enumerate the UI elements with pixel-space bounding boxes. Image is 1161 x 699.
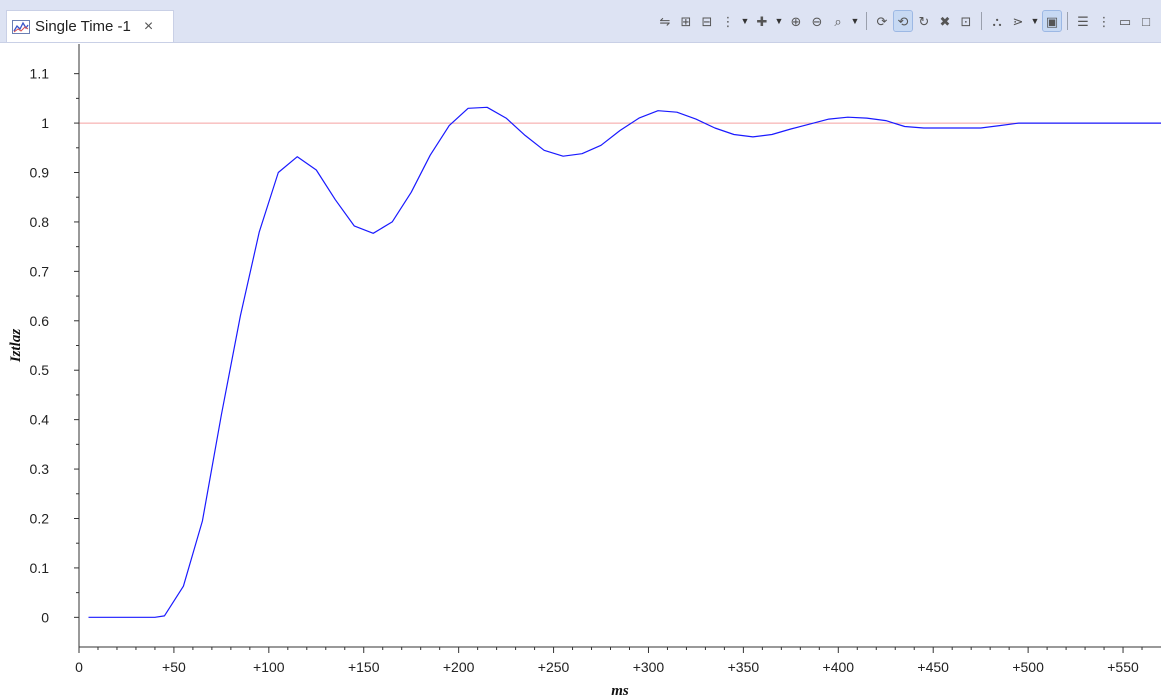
lock-icon[interactable]: ▣ bbox=[1042, 10, 1062, 32]
y-tick-label: 1.1 bbox=[30, 66, 50, 82]
x-tick-label: +200 bbox=[443, 659, 475, 675]
x-tick-label: +300 bbox=[633, 659, 665, 675]
dropdown-arrow-icon[interactable]: ▼ bbox=[1030, 15, 1040, 26]
zoom-in-icon[interactable]: ⊕ bbox=[790, 13, 802, 29]
dropdown-arrow-icon[interactable]: ▼ bbox=[850, 15, 860, 26]
x-tick-label: +50 bbox=[162, 659, 186, 675]
x-tick-label: +150 bbox=[348, 659, 380, 675]
binoculars-icon[interactable]: ⛬ bbox=[992, 13, 1002, 29]
delete-icon[interactable]: ✖ bbox=[939, 13, 951, 29]
x-axis-title: ms bbox=[611, 683, 629, 699]
maximize-icon[interactable]: □ bbox=[1142, 13, 1150, 29]
line-chart[interactable]: 0 0.1 0.2 0.3 0.4 0.5 0.6 0.7 0.8 0.9 1 1.1 0 +50 +100… bbox=[0, 42, 1161, 699]
marker-icon[interactable]: ⋮ bbox=[721, 13, 735, 29]
toolbar-separator bbox=[1067, 12, 1068, 30]
x-tick-label: 0 bbox=[75, 659, 83, 675]
chart-toolbar: ⇋ ⊞ ⊟ ⋮ ▼ ✚ ▼ ⊕ ⊖ ⌕ ▼ ⟳ ⟲ ↻ ✖ ⊡ ⛬ ⋗ ▼ ▣ ☰ ⋮ ▭ □ bbox=[656, 8, 1155, 34]
filter-icon[interactable]: ⋗ bbox=[1012, 13, 1024, 29]
y-tick-label: 1 bbox=[41, 115, 49, 131]
export-icon[interactable]: ⊡ bbox=[960, 13, 972, 29]
x-tick-label: +100 bbox=[253, 659, 285, 675]
add-trace-icon[interactable]: ✚ bbox=[756, 13, 768, 29]
y-tick-label: 0.2 bbox=[30, 510, 50, 526]
y-axis-title: Iztlaz bbox=[8, 329, 24, 364]
y-tick-label: 0.7 bbox=[30, 263, 50, 279]
y-tick-label: 0.5 bbox=[30, 362, 50, 378]
zoom-vertical-icon[interactable]: ⊞ bbox=[680, 13, 692, 29]
zoom-out-icon[interactable]: ⊖ bbox=[811, 13, 823, 29]
y-tick-label: 0.9 bbox=[30, 165, 50, 181]
legend-icon[interactable]: ☰ bbox=[1077, 13, 1089, 29]
y-tick-label: 0.3 bbox=[30, 461, 50, 477]
tab-single-time[interactable]: Single Time -1 × bbox=[6, 10, 174, 42]
dropdown-arrow-icon[interactable]: ▼ bbox=[774, 15, 784, 26]
zoom-horizontal-icon[interactable]: ⊟ bbox=[701, 13, 713, 29]
x-tick-label: +400 bbox=[823, 659, 855, 675]
chart-icon bbox=[12, 19, 30, 34]
refresh-icon[interactable]: ↻ bbox=[918, 13, 930, 29]
minimize-icon[interactable]: ▭ bbox=[1118, 13, 1132, 29]
x-tick-label: +250 bbox=[538, 659, 570, 675]
y-tick-label: 0 bbox=[41, 609, 49, 625]
x-tick-label: +500 bbox=[1012, 659, 1044, 675]
toolbar-separator bbox=[981, 12, 982, 30]
y-tick-label: 0.6 bbox=[30, 313, 50, 329]
auto-scale-icon[interactable]: ⇋ bbox=[659, 13, 671, 29]
x-tick-label: +450 bbox=[917, 659, 949, 675]
y-tick-label: 0.8 bbox=[30, 214, 50, 230]
chart-area: 0 0.1 0.2 0.3 0.4 0.5 0.6 0.7 0.8 0.9 1 1.1 0 +50 +100… bbox=[0, 42, 1161, 699]
y-tick-label: 0.4 bbox=[30, 412, 50, 428]
tab-title: Single Time -1 bbox=[35, 18, 131, 35]
view-menu-icon[interactable]: ⋮ bbox=[1097, 13, 1111, 29]
editor-tab-bar: Single Time -1 × ⇋ ⊞ ⊟ ⋮ ▼ ✚ ▼ ⊕ ⊖ ⌕ ▼ ⟳ ⟲ ↻ ✖ ⊡ ⛬ ⋗ ▼ ▣ ☰ ⋮ ▭… bbox=[0, 0, 1161, 43]
sync-active-icon[interactable]: ⟲ bbox=[893, 10, 913, 32]
dropdown-arrow-icon[interactable]: ▼ bbox=[740, 15, 750, 26]
sync-icon[interactable]: ⟳ bbox=[876, 13, 888, 29]
toolbar-separator bbox=[866, 12, 867, 30]
y-tick-label: 0.1 bbox=[30, 560, 50, 576]
close-icon[interactable]: × bbox=[143, 17, 154, 35]
x-tick-label: +550 bbox=[1107, 659, 1139, 675]
series-line[interactable] bbox=[88, 106, 1161, 618]
zoom-box-icon[interactable]: ⌕ bbox=[834, 13, 842, 29]
x-tick-label: +350 bbox=[728, 659, 760, 675]
